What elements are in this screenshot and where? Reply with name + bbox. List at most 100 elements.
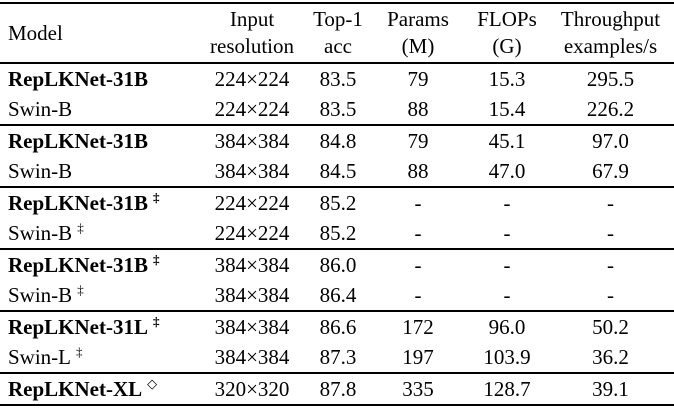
params-cell: 88 bbox=[407, 97, 429, 121]
throughput-cell: - bbox=[607, 283, 614, 307]
table-header: Model Input resolution Top-1 acc Params … bbox=[0, 3, 674, 64]
top1-cell: 87.3 bbox=[319, 345, 357, 369]
flops-cell: 45.1 bbox=[467, 124, 547, 156]
model-name: RepLKNet-XL bbox=[8, 377, 143, 401]
table-row: Swin-B 224×224 83.5 88 15.4 226.2 bbox=[0, 94, 674, 125]
params-cell: 79 bbox=[369, 124, 467, 156]
footnote-mark: ◇ bbox=[147, 376, 158, 391]
throughput-cell: - bbox=[547, 248, 674, 280]
table-body: RepLKNet-31B 224×224 83.5 79 15.3 295.5 Swin-B… bbox=[0, 63, 674, 405]
model-cell: RepLKNet-XL ◇ bbox=[0, 372, 197, 405]
col-header-line1: Input bbox=[229, 7, 275, 31]
col-header-line2: acc bbox=[324, 34, 352, 58]
params-cell: 172 bbox=[369, 310, 467, 342]
top1-cell: 85.2 bbox=[319, 221, 357, 245]
flops-cell: 15.3 bbox=[488, 67, 526, 91]
top1-cell: 84.8 bbox=[307, 124, 369, 156]
top1-cell: 85.2 bbox=[307, 186, 369, 218]
flops-cell: 15.4 bbox=[488, 97, 526, 121]
model-cell: RepLKNet-31B bbox=[0, 63, 197, 94]
params-cell: - bbox=[414, 283, 422, 307]
table-row: Swin-B ‡ 384×384 86.4 - - - bbox=[0, 280, 674, 311]
top1-cell: 86.4 bbox=[319, 283, 357, 307]
footnote-mark: ‡ bbox=[153, 190, 160, 205]
throughput-cell: 295.5 bbox=[586, 67, 635, 91]
flops-cell: 128.7 bbox=[467, 372, 547, 405]
top1-cell: 86.0 bbox=[307, 248, 369, 280]
col-header-input-resolution: Input resolution bbox=[197, 3, 307, 64]
resolution-cell: 384×384 bbox=[214, 159, 290, 183]
table-row: RepLKNet-XL ◇ 320×320 87.8 335 128.7 39.1 bbox=[0, 372, 674, 405]
model-name: RepLKNet-31B bbox=[8, 253, 148, 277]
table-row: RepLKNet-31B ‡ 224×224 85.2- - - bbox=[0, 186, 674, 218]
footnote-mark: ‡ bbox=[153, 314, 160, 329]
resolution-cell: 384×384 bbox=[197, 310, 307, 342]
throughput-cell: 39.1 bbox=[547, 372, 674, 405]
params-cell: - bbox=[414, 221, 422, 245]
footnote-mark: ‡ bbox=[76, 344, 83, 359]
params-cell: 197 bbox=[402, 345, 434, 369]
flops-cell: 103.9 bbox=[483, 345, 531, 369]
throughput-cell: 36.2 bbox=[592, 345, 629, 369]
col-header-flops: FLOPs (G) bbox=[467, 3, 547, 64]
top1-cell: 83.5 bbox=[319, 97, 357, 121]
throughput-cell: - bbox=[607, 221, 614, 245]
resolution-cell: 224×224 bbox=[214, 67, 290, 91]
flops-cell: 96.0 bbox=[467, 310, 547, 342]
model-cell: Swin-B bbox=[0, 94, 197, 125]
throughput-cell: 97.0 bbox=[547, 124, 674, 156]
col-header-line2: examples/s bbox=[563, 34, 658, 58]
model-name: RepLKNet-31B bbox=[8, 129, 148, 153]
throughput-cell: - bbox=[547, 186, 674, 218]
col-header-params: Params (M) bbox=[369, 3, 467, 64]
model-cell: RepLKNet-31B bbox=[0, 124, 197, 156]
resolution-cell: 224×224 bbox=[214, 97, 290, 121]
model-cell: Swin-B ‡ bbox=[0, 280, 197, 311]
flops-cell: - bbox=[503, 283, 511, 307]
header-row: Model Input resolution Top-1 acc Params … bbox=[0, 3, 674, 64]
col-header-line1: Top-1 bbox=[313, 7, 363, 31]
flops-cell: - bbox=[503, 221, 511, 245]
model-name: Swin-B bbox=[8, 221, 73, 245]
col-header-model: Model bbox=[0, 3, 197, 64]
model-name: Swin-B bbox=[8, 97, 73, 121]
col-header-top1-acc: Top-1 acc bbox=[307, 3, 369, 64]
table-row: RepLKNet-31L ‡ 384×384 86.6 172 96.0 50.2 bbox=[0, 310, 674, 342]
table-row: Swin-B ‡ 224×224 85.2 - - - bbox=[0, 218, 674, 249]
table-row: RepLKNet-31B ‡ 384×384 86.0- - - bbox=[0, 248, 674, 280]
footnote-mark: ‡ bbox=[77, 220, 84, 235]
footnote-mark: ‡ bbox=[153, 252, 160, 267]
col-header-line2: (M) bbox=[401, 34, 435, 58]
model-name: Swin-B bbox=[8, 283, 73, 307]
col-header-line1: FLOPs bbox=[477, 7, 537, 31]
throughput-cell: 226.2 bbox=[586, 97, 635, 121]
params-cell: - bbox=[369, 248, 467, 280]
model-cell: Swin-L ‡ bbox=[0, 342, 197, 373]
col-header-line2: (G) bbox=[492, 34, 522, 58]
resolution-cell: 224×224 bbox=[214, 221, 290, 245]
model-cell: Swin-B ‡ bbox=[0, 218, 197, 249]
footnote-mark: ‡ bbox=[77, 282, 84, 297]
col-header-line2: resolution bbox=[210, 34, 294, 58]
resolution-cell: 224×224 bbox=[197, 186, 307, 218]
top1-cell: 83.5 bbox=[319, 67, 357, 91]
throughput-cell: 67.9 bbox=[592, 159, 629, 183]
params-cell: 335 bbox=[369, 372, 467, 405]
benchmark-table: Model Input resolution Top-1 acc Params … bbox=[0, 2, 674, 406]
top1-cell: 86.6 bbox=[307, 310, 369, 342]
table-row: Swin-B 384×384 84.5 88 47.0 67.9 bbox=[0, 156, 674, 187]
model-name: Swin-B bbox=[8, 159, 73, 183]
table-row: Swin-L ‡ 384×384 87.3 197 103.9 36.2 bbox=[0, 342, 674, 373]
top1-cell: 84.5 bbox=[319, 159, 357, 183]
model-name: RepLKNet-31L bbox=[8, 315, 148, 339]
params-cell: - bbox=[369, 186, 467, 218]
throughput-cell: 50.2 bbox=[547, 310, 674, 342]
flops-cell: - bbox=[467, 186, 547, 218]
model-name: RepLKNet-31B bbox=[8, 67, 148, 91]
resolution-cell: 384×384 bbox=[214, 283, 290, 307]
col-header-model-label: Model bbox=[8, 20, 63, 45]
params-cell: 79 bbox=[407, 67, 429, 91]
model-cell: Swin-B bbox=[0, 156, 197, 187]
table-row: RepLKNet-31B 224×224 83.5 79 15.3 295.5 bbox=[0, 63, 674, 94]
model-cell: RepLKNet-31L ‡ bbox=[0, 310, 197, 342]
